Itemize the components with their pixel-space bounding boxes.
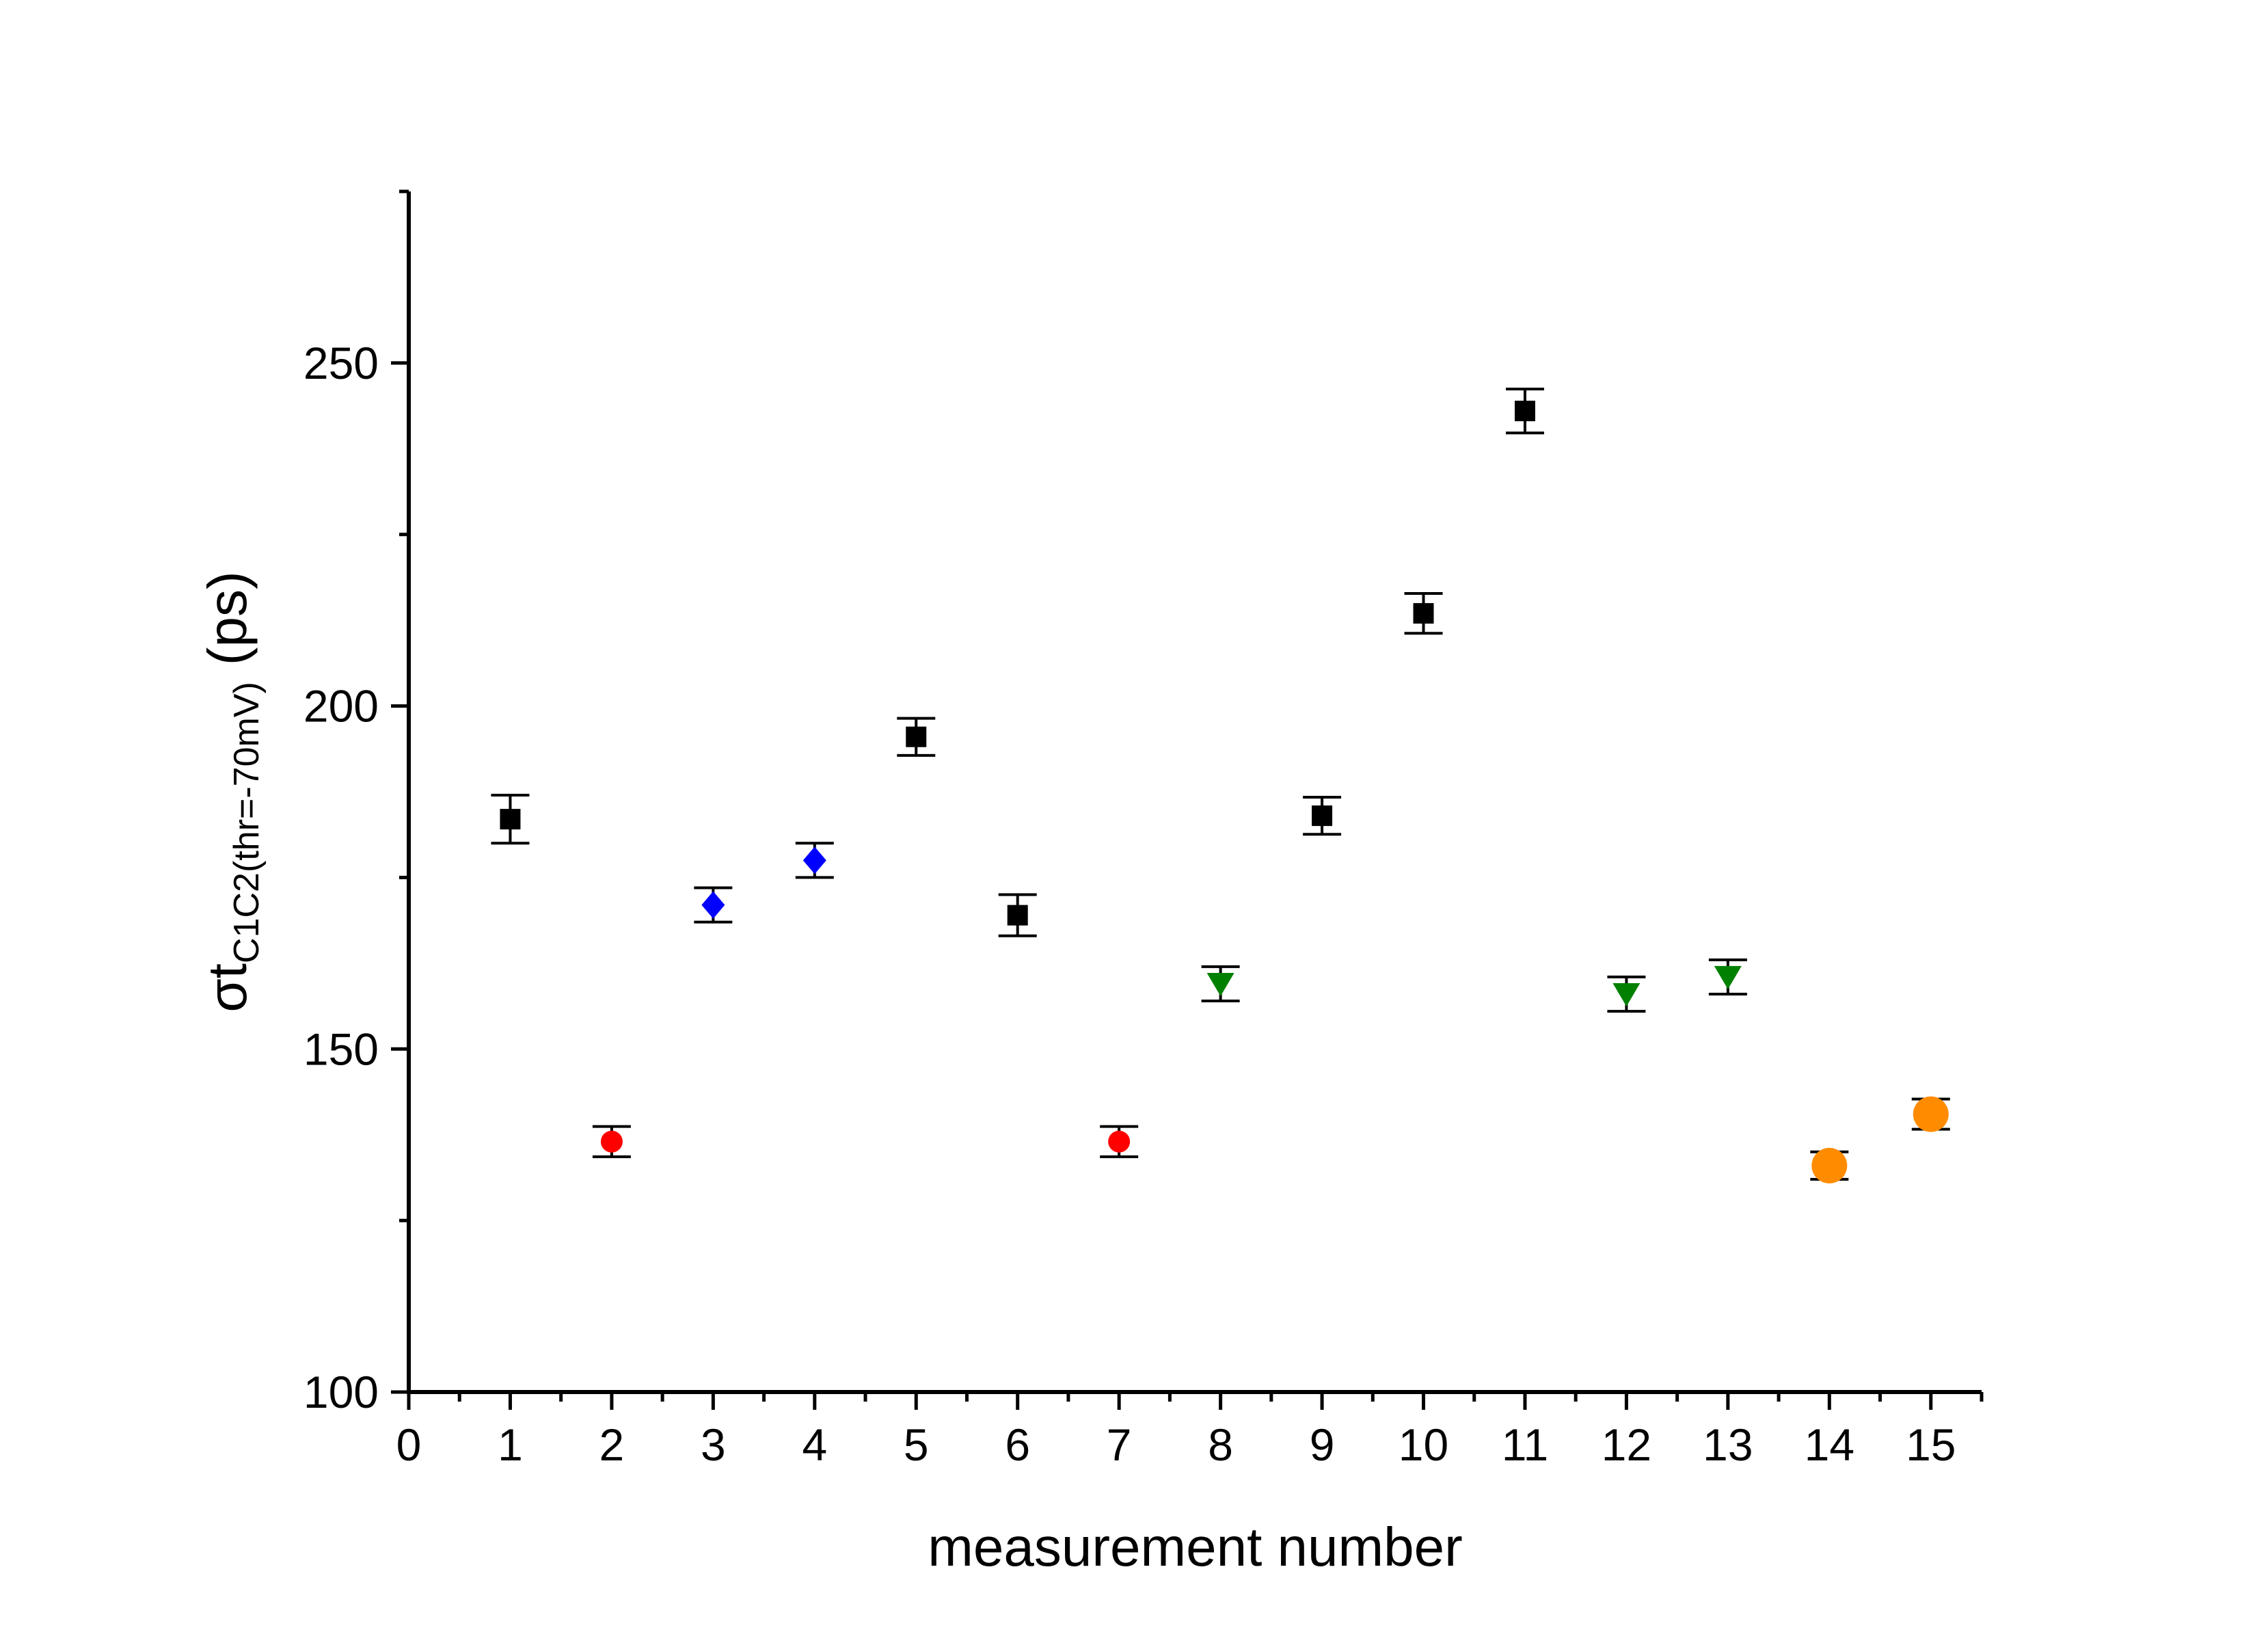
x-tick-label: 1	[498, 1419, 523, 1470]
x-tick-label: 15	[1906, 1419, 1956, 1470]
data-marks	[491, 387, 1950, 1183]
x-axis-title: measurement number	[928, 1516, 1463, 1577]
x-tick-label: 4	[802, 1419, 827, 1470]
x-tick-label: 14	[1805, 1419, 1854, 1470]
x-tick-label: 10	[1399, 1419, 1448, 1470]
data-point-circle-large	[1811, 1147, 1848, 1183]
data-point-triangle-down	[1714, 965, 1742, 989]
data-point-square	[1413, 603, 1434, 624]
data-point-square	[906, 726, 927, 747]
data-point-square	[1312, 805, 1333, 827]
x-tick-label: 6	[1005, 1419, 1030, 1470]
x-tick-label: 0	[396, 1419, 422, 1470]
data-point-triangle-down	[1612, 983, 1641, 1007]
data-point-circle-large	[1913, 1096, 1949, 1132]
y-axis-title-unit: (ps)	[197, 571, 258, 665]
data-point-square	[1007, 905, 1028, 926]
x-tick-label: 5	[904, 1419, 929, 1470]
y-tick-label: 200	[303, 681, 379, 732]
x-tick-label: 13	[1703, 1419, 1753, 1470]
y-tick-label: 250	[303, 338, 379, 388]
x-tick-label: 7	[1107, 1419, 1132, 1470]
y-axis-title: σtC1C2(thr=-70mV) (ps)	[197, 571, 267, 1012]
y-tick-label: 100	[303, 1367, 379, 1417]
data-point-diamond	[802, 846, 826, 874]
y-tick-label: 150	[303, 1024, 379, 1074]
y-axis-title-main: σt	[197, 963, 258, 1013]
data-point-diamond	[701, 891, 725, 919]
data-point-square	[1514, 401, 1535, 422]
x-tick-label: 9	[1310, 1419, 1335, 1470]
x-tick-label: 3	[701, 1419, 726, 1470]
data-point-circle	[1108, 1130, 1131, 1153]
x-tick-label: 12	[1602, 1419, 1651, 1470]
x-tick-label: 2	[599, 1419, 625, 1470]
y-axis-title-subscript: C1C2(thr=-70mV)	[227, 682, 267, 963]
data-point-circle	[600, 1130, 623, 1153]
data-point-triangle-down	[1206, 972, 1234, 996]
x-tick-label: 8	[1208, 1419, 1233, 1470]
x-tick-label: 11	[1502, 1419, 1549, 1470]
data-point-square	[500, 809, 521, 830]
